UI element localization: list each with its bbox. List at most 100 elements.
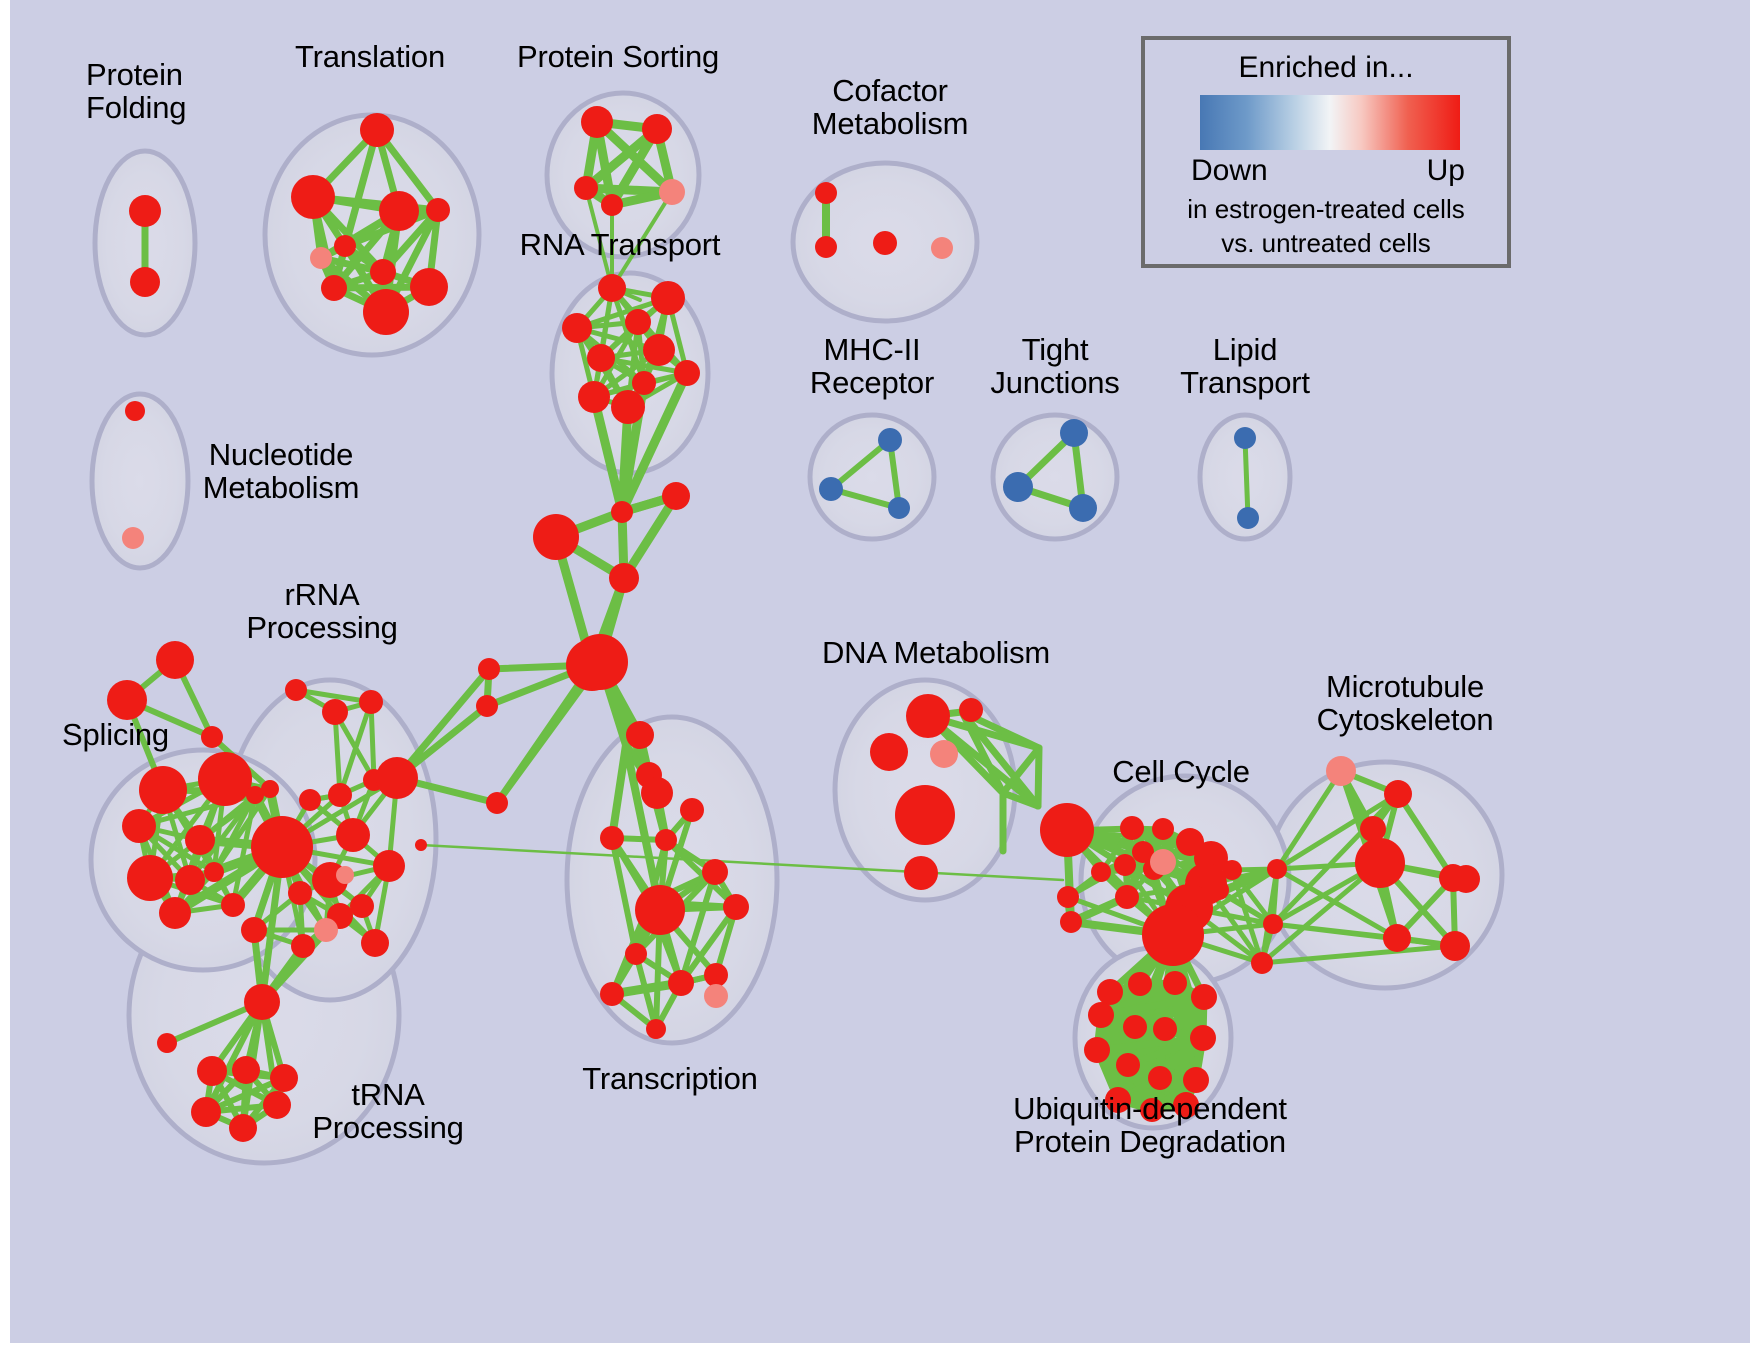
node xyxy=(291,934,315,958)
node xyxy=(674,360,700,386)
node xyxy=(244,984,280,1020)
node xyxy=(1115,885,1139,909)
node xyxy=(1132,841,1154,863)
node xyxy=(1384,780,1412,808)
cluster-label-mhc-ii-receptor: MHC-II Receptor xyxy=(809,332,935,401)
node xyxy=(229,1114,257,1142)
cluster-label-nucleotide-metabolism: Nucleotide Metabolism xyxy=(202,437,360,506)
node xyxy=(611,501,633,523)
network-nodes xyxy=(107,106,1480,1142)
node xyxy=(1191,984,1217,1010)
node xyxy=(1142,904,1204,966)
node xyxy=(410,268,448,306)
cluster-label-splicing: Splicing xyxy=(62,717,169,752)
legend-color-bar xyxy=(1200,95,1460,150)
legend-title: Enriched in... xyxy=(1238,51,1414,84)
node xyxy=(175,865,205,895)
cluster-label-dna-metabolism: DNA Metabolism xyxy=(821,635,1051,670)
node xyxy=(291,175,335,219)
node xyxy=(878,428,902,452)
node xyxy=(415,839,427,851)
node xyxy=(562,313,592,343)
node xyxy=(625,943,647,965)
node xyxy=(598,274,626,302)
cluster-label-transcription: Transcription xyxy=(582,1061,758,1096)
node xyxy=(1057,886,1079,908)
node xyxy=(246,786,264,804)
node xyxy=(574,176,598,200)
node xyxy=(285,679,307,701)
node xyxy=(931,237,953,259)
node xyxy=(1237,507,1259,529)
node xyxy=(668,970,694,996)
node xyxy=(659,179,685,205)
node xyxy=(1128,972,1152,996)
node xyxy=(1251,952,1273,974)
cluster-label-ubiquitin-degradation: Ubiquitin-dependent Protein Degradation xyxy=(1013,1091,1287,1160)
node xyxy=(221,893,245,917)
node xyxy=(232,1056,260,1084)
node xyxy=(122,809,156,843)
node xyxy=(819,477,843,501)
node xyxy=(129,195,161,227)
node xyxy=(1440,931,1470,961)
node xyxy=(288,881,312,905)
cluster-label-cofactor-metabolism: Cofactor Metabolism xyxy=(811,73,969,142)
node xyxy=(601,194,623,216)
node xyxy=(1069,494,1097,522)
node xyxy=(426,198,450,222)
node xyxy=(626,721,654,749)
node xyxy=(1097,979,1123,1005)
node xyxy=(888,497,910,519)
node xyxy=(873,231,897,255)
node xyxy=(251,816,313,878)
node xyxy=(1360,816,1386,842)
legend-down-label: Down xyxy=(1191,154,1268,187)
node xyxy=(643,334,675,366)
hull-mhc-ii-receptor xyxy=(807,412,937,542)
node xyxy=(600,826,624,850)
node xyxy=(157,1033,177,1053)
cluster-label-protein-sorting: Protein Sorting xyxy=(516,39,720,74)
node xyxy=(370,259,396,285)
node xyxy=(1452,865,1480,893)
node xyxy=(379,191,419,231)
legend-subtitle-1: in estrogen-treated cells xyxy=(1187,194,1465,224)
node xyxy=(578,381,610,413)
node xyxy=(191,1097,221,1127)
node xyxy=(609,563,639,593)
node xyxy=(107,680,147,720)
node xyxy=(201,726,223,748)
node xyxy=(322,699,348,725)
node xyxy=(376,757,418,799)
node xyxy=(572,634,628,690)
node xyxy=(702,859,728,885)
node xyxy=(600,982,624,1006)
node xyxy=(1222,860,1242,880)
node xyxy=(360,113,394,147)
node xyxy=(336,866,354,884)
node xyxy=(1120,816,1144,840)
node xyxy=(1153,1017,1177,1041)
node xyxy=(1150,849,1176,875)
node xyxy=(476,695,498,717)
node xyxy=(723,894,749,920)
cluster-label-trna-processing: tRNA Processing xyxy=(312,1077,464,1146)
node xyxy=(870,733,908,771)
node xyxy=(1123,1015,1147,1039)
node xyxy=(261,780,279,798)
node xyxy=(1003,472,1033,502)
cluster-label-microtubule-cytoskeleton: Microtubule Cytoskeleton xyxy=(1316,669,1494,738)
node xyxy=(587,344,615,372)
node xyxy=(361,929,389,957)
node xyxy=(906,694,950,738)
node xyxy=(815,182,837,204)
node xyxy=(581,106,613,138)
node xyxy=(125,401,145,421)
node xyxy=(363,289,409,335)
node xyxy=(1116,1053,1140,1077)
legend-subtitle-2: vs. untreated cells xyxy=(1221,228,1431,258)
node xyxy=(336,818,370,852)
node xyxy=(159,897,191,929)
